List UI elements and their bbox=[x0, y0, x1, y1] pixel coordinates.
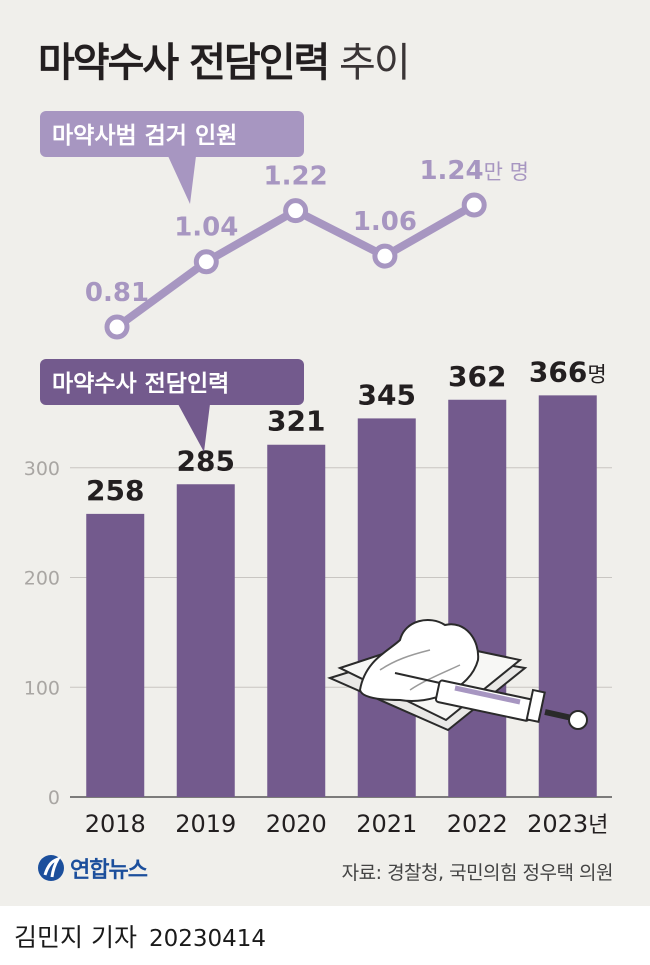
unit-label: 명 bbox=[587, 362, 606, 386]
publish-date: 20230414 bbox=[148, 926, 267, 952]
syringe-and-powder-icon bbox=[327, 619, 588, 732]
line-value-label: 1.24만 명 bbox=[419, 156, 528, 186]
y-tick-label: 100 bbox=[24, 677, 60, 699]
bar-value-label: 258 bbox=[86, 474, 144, 507]
x-tick-label: 2022 bbox=[447, 810, 508, 838]
x-tick-label: 2023년 bbox=[527, 810, 608, 838]
bar-value-label: 321 bbox=[267, 405, 325, 438]
bar-value-label: 345 bbox=[358, 378, 416, 411]
bar-value-label: 285 bbox=[177, 444, 235, 477]
line-series-label-box bbox=[40, 111, 304, 157]
x-unit-label: 년 bbox=[588, 813, 608, 838]
line-point bbox=[104, 314, 130, 340]
bar-value-label: 366명 bbox=[529, 355, 607, 388]
bar-series-label: 마약수사 전담인력 bbox=[52, 371, 229, 397]
bar-series-label-pointer bbox=[178, 404, 210, 452]
line-point bbox=[283, 198, 309, 224]
line-value-label: 1.06 bbox=[353, 207, 417, 237]
line-value-label: 1.04 bbox=[174, 213, 238, 243]
line-series-label-pointer bbox=[168, 156, 196, 204]
yonhap-logo-icon bbox=[38, 855, 64, 881]
line-value-label: 1.22 bbox=[264, 162, 328, 192]
byline: 김민지 기자 20230414 bbox=[14, 918, 266, 954]
yonhap-logo: 연합뉴스 bbox=[36, 852, 148, 884]
logo-text: 연합뉴스 bbox=[70, 858, 148, 883]
bar bbox=[357, 418, 416, 797]
y-tick-label: 300 bbox=[24, 458, 60, 480]
bar bbox=[267, 444, 326, 797]
line-point bbox=[372, 243, 398, 269]
line-value-label: 0.81 bbox=[85, 278, 149, 308]
x-tick-label: 2018 bbox=[85, 810, 146, 838]
bar-value-label: 362 bbox=[448, 360, 506, 393]
title-main: 마약수사 전담인력 bbox=[38, 40, 330, 86]
unit-label: 만 명 bbox=[484, 160, 529, 184]
x-tick-label: 2020 bbox=[266, 810, 327, 838]
footer-band bbox=[0, 906, 650, 965]
bar-series: 258 2018 285 2019 321 2020 345 2021 362 2022 366명 2… bbox=[85, 355, 609, 838]
source-note: 자료: 경찰청, 국민의힘 정우택 의원 bbox=[341, 862, 614, 884]
title-suffix: 추이 bbox=[339, 40, 411, 86]
page-title: 마약수사 전담인력 추이 bbox=[38, 30, 411, 88]
x-tick-label: 2019 bbox=[175, 810, 236, 838]
y-tick-label: 0 bbox=[48, 787, 60, 809]
bar-series-label-box bbox=[40, 359, 304, 405]
reporter-name: 김민지 기자 bbox=[14, 923, 137, 952]
bar bbox=[176, 484, 235, 797]
bar bbox=[448, 399, 507, 797]
line-path bbox=[114, 201, 477, 331]
chart-area: 0 100 200 300 258 2018 285 2019 321 2020 345 2021 3… bbox=[24, 111, 612, 838]
line-point bbox=[461, 192, 487, 218]
bar bbox=[86, 513, 145, 797]
line-series: 0.81 1.04 1.22 1.061.24만 명 bbox=[85, 156, 529, 340]
y-tick-label: 200 bbox=[24, 568, 60, 590]
line-point bbox=[193, 249, 219, 275]
grid-layer: 0 100 200 300 bbox=[24, 458, 612, 809]
x-tick-label: 2021 bbox=[356, 810, 417, 838]
line-series-label: 마약사범 검거 인원 bbox=[52, 123, 237, 149]
bar bbox=[538, 395, 597, 797]
